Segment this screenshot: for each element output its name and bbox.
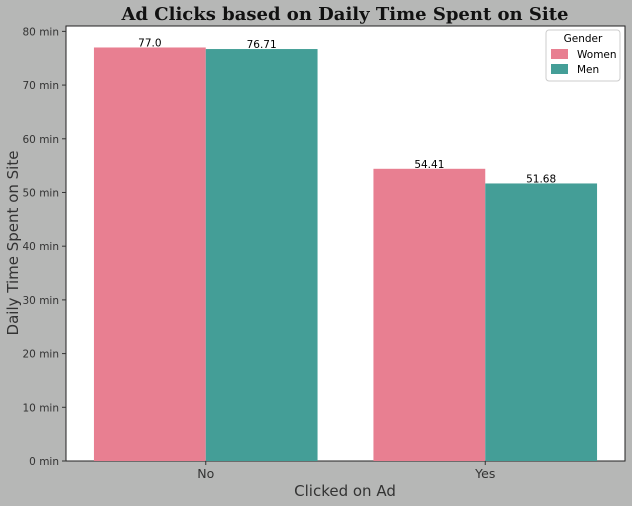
y-tick-label: 10 min	[23, 402, 60, 414]
legend-swatch-men	[551, 64, 568, 74]
y-tick-label: 60 min	[23, 134, 60, 146]
y-tick-label: 0 min	[29, 456, 59, 468]
data-label: 54.41	[414, 159, 444, 171]
y-axis-label: Daily Time Spent on Site	[4, 151, 22, 336]
legend-label-women: Women	[577, 49, 617, 61]
x-tick-label: No	[197, 466, 214, 481]
y-tick-label: 70 min	[23, 80, 60, 92]
bar-women-no	[93, 47, 206, 462]
y-tick-label: 40 min	[23, 241, 60, 253]
data-label: 76.71	[247, 39, 277, 51]
bars-group	[93, 47, 598, 462]
bar-men-no	[205, 49, 318, 462]
data-label: 51.68	[526, 173, 556, 185]
legend-title: Gender	[564, 33, 603, 45]
data-labels-group: 77.0 76.71 54.41 51.68	[138, 37, 556, 185]
bar-women-yes	[373, 168, 486, 461]
x-axis-label: Clicked on Ad	[294, 482, 396, 500]
bar-men-yes	[485, 183, 598, 461]
y-tick-label: 20 min	[23, 349, 60, 361]
y-tick-label: 80 min	[23, 26, 60, 38]
x-axis-ticks: No Yes	[197, 461, 495, 481]
chart-title: Ad Clicks based on Daily Time Spent on S…	[120, 4, 568, 25]
legend: Gender Women Men	[545, 29, 621, 82]
x-tick-label: Yes	[474, 466, 495, 481]
y-tick-label: 30 min	[23, 295, 60, 307]
y-tick-label: 50 min	[23, 187, 60, 199]
legend-swatch-women	[551, 49, 568, 59]
y-axis-ticks: 0 min 10 min 20 min 30 min 40 min 50 min 60 mi…	[23, 26, 66, 468]
legend-label-men: Men	[577, 64, 599, 76]
data-label: 77.0	[138, 37, 161, 49]
